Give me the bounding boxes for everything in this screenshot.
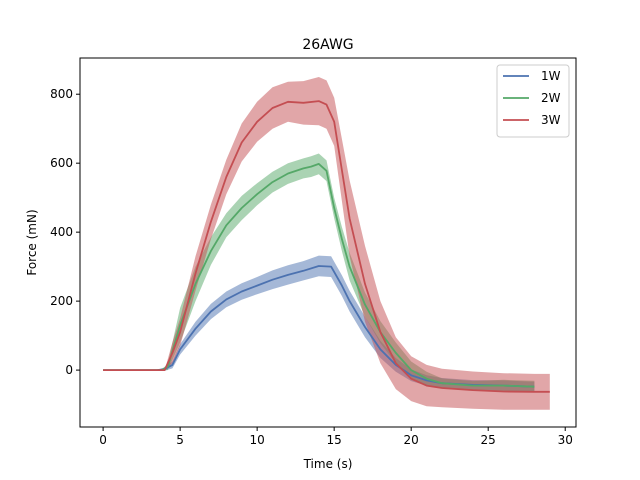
legend-label-3w: 3W	[541, 113, 561, 127]
series-lines-layer	[103, 100, 550, 393]
y-tick-label: 800	[50, 87, 73, 101]
series-band-3w	[103, 77, 550, 410]
y-tick-label: 0	[65, 363, 73, 377]
x-tick-label: 15	[327, 433, 342, 447]
series-line-2w	[103, 162, 535, 388]
legend-box	[496, 64, 570, 138]
y-tick-label: 400	[50, 225, 73, 239]
x-tick-label: 0	[99, 433, 107, 447]
chart-title: 26AWG	[302, 37, 353, 53]
legend-label-1w: 1W	[541, 69, 561, 83]
series-band-1w	[103, 255, 535, 392]
x-tick-label: 5	[176, 433, 184, 447]
y-axis-ticks: 0 200 400 600 800	[50, 87, 80, 377]
y-tick-label: 600	[50, 156, 73, 170]
y-axis-label: Force (mN)	[25, 209, 39, 275]
x-axis-ticks: 0 5 10 15 20 25 30	[99, 427, 573, 447]
x-tick-label: 10	[250, 433, 265, 447]
y-tick-label: 200	[50, 294, 73, 308]
series-line-3w	[103, 100, 550, 393]
legend-label-2w: 2W	[541, 91, 561, 105]
series-line-1w	[103, 265, 535, 388]
plot-area-frame	[79, 57, 577, 428]
x-tick-label: 20	[404, 433, 419, 447]
x-axis-label: Time (s)	[303, 457, 353, 471]
x-tick-label: 25	[481, 433, 496, 447]
x-tick-label: 30	[558, 433, 573, 447]
legend: 1W 2W 3W	[496, 64, 570, 138]
confidence-bands-layer	[103, 77, 550, 410]
